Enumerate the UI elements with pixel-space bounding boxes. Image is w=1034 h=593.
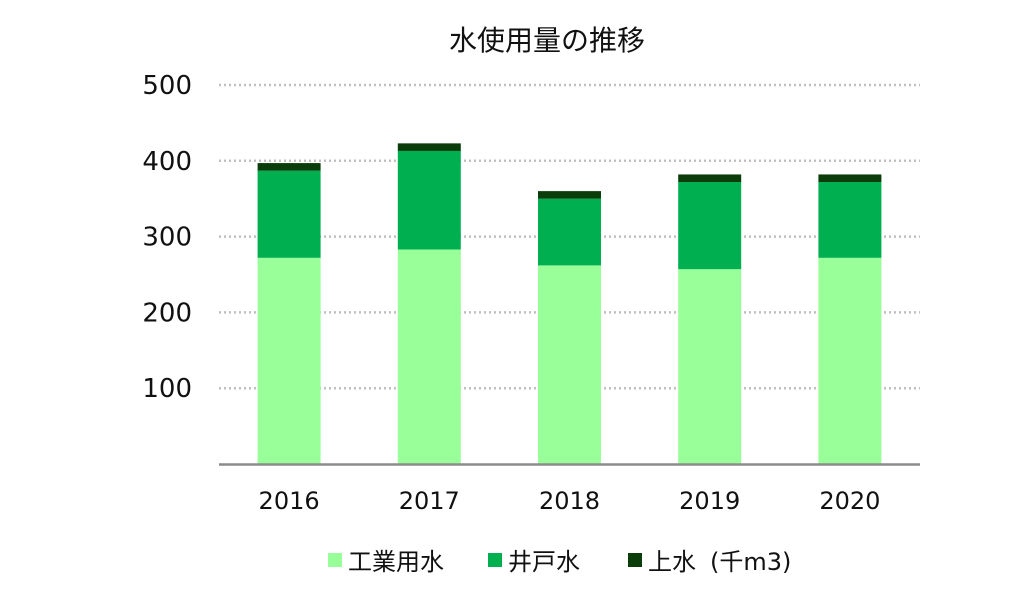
y-tick-label: 200 [142, 298, 192, 328]
y-tick-label: 300 [142, 223, 192, 253]
y-axis-ticks: 100 200 300 400 500 [142, 71, 192, 404]
bar-2019-series-2 [678, 174, 742, 183]
bar-2020-series-2 [818, 174, 882, 183]
bars [257, 143, 882, 464]
chart-title: 水使用量の推移 [449, 24, 645, 57]
x-tick-label: 2016 [259, 487, 320, 515]
bar-2016-series-1 [257, 170, 321, 258]
legend-unit: (千m3) [710, 548, 791, 576]
legend: 工業用水 井戸水 上水 (千m3) [328, 548, 791, 576]
legend-swatch [328, 553, 342, 567]
x-tick-label: 2020 [819, 487, 880, 515]
bar-2019-series-0 [678, 269, 742, 464]
bar-2017-series-1 [397, 150, 461, 250]
x-tick-label: 2017 [399, 487, 460, 515]
legend-swatch [628, 553, 642, 567]
y-tick-label: 100 [142, 374, 192, 404]
bar-2016-series-0 [257, 257, 321, 464]
bar-2017-series-2 [397, 143, 461, 151]
x-axis-ticks: 2016 2017 2018 2019 2020 [259, 487, 881, 515]
x-tick-label: 2019 [679, 487, 740, 515]
bar-2018-series-1 [538, 198, 601, 266]
legend-label: 上水 [648, 548, 696, 576]
legend-label: 工業用水 [348, 548, 444, 576]
bar-2020-series-1 [818, 182, 882, 258]
bar-2020-series-0 [818, 257, 882, 464]
x-tick-label: 2018 [539, 487, 600, 515]
legend-swatch [488, 553, 502, 567]
bar-2018-series-0 [538, 265, 601, 464]
y-tick-label: 500 [142, 71, 192, 101]
bar-2018-series-2 [538, 191, 601, 199]
bar-2016-series-2 [257, 163, 321, 171]
bar-2019-series-1 [678, 182, 742, 270]
legend-label: 井戸水 [508, 548, 580, 576]
bar-2017-series-0 [397, 249, 461, 464]
y-tick-label: 400 [142, 147, 192, 177]
